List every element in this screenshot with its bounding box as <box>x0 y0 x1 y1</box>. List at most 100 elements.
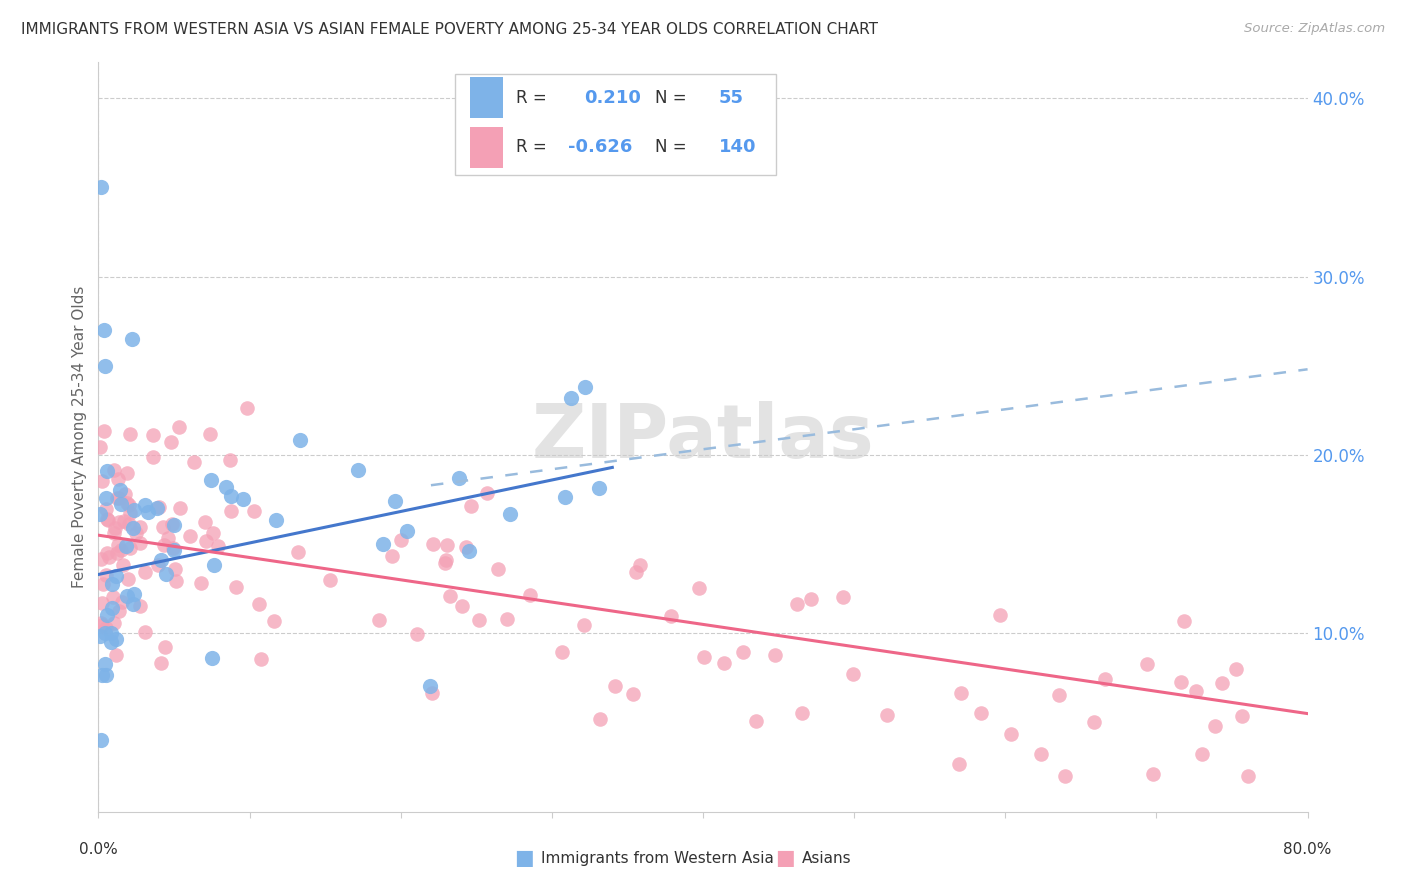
Point <box>118 516 141 531</box>
Point <box>142 450 165 465</box>
FancyBboxPatch shape <box>456 74 776 175</box>
Point <box>153 539 176 553</box>
Point <box>117 498 139 512</box>
Point <box>1230 708 1253 723</box>
Point <box>156 531 179 545</box>
Point <box>451 599 474 614</box>
Point <box>122 503 145 517</box>
Point <box>129 599 152 613</box>
Point <box>114 486 136 500</box>
Point <box>200 474 222 488</box>
Point <box>107 472 129 486</box>
Point <box>384 494 406 508</box>
Point <box>1225 662 1247 676</box>
Point <box>468 613 491 627</box>
Point <box>165 574 187 588</box>
Point <box>89 630 111 644</box>
Point <box>90 733 112 747</box>
Point <box>134 498 156 512</box>
Point <box>96 501 118 516</box>
Point <box>134 625 156 640</box>
Point <box>103 526 125 541</box>
Text: N =: N = <box>655 88 692 107</box>
Point <box>148 500 170 514</box>
Point <box>169 420 191 434</box>
Point <box>90 180 112 194</box>
Point <box>733 645 755 659</box>
Point <box>1191 747 1213 761</box>
Point <box>122 587 145 601</box>
Point <box>142 427 165 442</box>
Point <box>876 707 898 722</box>
Point <box>225 580 247 594</box>
Point <box>94 359 117 373</box>
Point <box>588 481 610 495</box>
Point <box>406 627 429 641</box>
Point <box>198 426 221 441</box>
Text: 0.210: 0.210 <box>585 88 641 107</box>
Point <box>456 540 478 554</box>
Point <box>91 577 114 591</box>
Point <box>105 491 128 505</box>
Point <box>121 332 143 346</box>
Point <box>434 556 457 570</box>
Text: N =: N = <box>655 138 692 156</box>
Point <box>149 553 172 567</box>
Point <box>554 491 576 505</box>
Point <box>90 596 112 610</box>
Text: Immigrants from Western Asia: Immigrants from Western Asia <box>541 851 775 865</box>
Point <box>122 521 145 535</box>
Point <box>155 567 177 582</box>
Point <box>499 507 522 521</box>
Point <box>122 597 145 611</box>
Point <box>1204 719 1226 733</box>
Point <box>108 491 131 506</box>
Point <box>94 621 117 635</box>
Point <box>264 513 287 527</box>
Point <box>347 463 370 477</box>
Point <box>1211 675 1233 690</box>
Point <box>688 581 710 595</box>
Point <box>94 568 117 582</box>
Point <box>395 524 418 539</box>
Text: 140: 140 <box>718 138 756 156</box>
Point <box>107 538 129 552</box>
Point <box>207 539 229 553</box>
Point <box>96 546 118 560</box>
Point <box>970 706 993 720</box>
Point <box>624 565 647 579</box>
Point <box>603 679 626 693</box>
Y-axis label: Female Poverty Among 25-34 Year Olds: Female Poverty Among 25-34 Year Olds <box>72 286 87 588</box>
Point <box>129 536 152 550</box>
Point <box>243 504 266 518</box>
Point <box>110 542 132 557</box>
Point <box>1000 727 1022 741</box>
Point <box>91 668 114 682</box>
Point <box>89 440 111 454</box>
Point <box>108 483 131 497</box>
Point <box>117 467 139 481</box>
Point <box>120 427 142 442</box>
Bar <box>470 77 503 119</box>
Point <box>693 649 716 664</box>
Point <box>115 590 138 604</box>
Point <box>458 544 481 558</box>
Point <box>128 520 150 534</box>
Point <box>202 558 225 572</box>
Point <box>1173 614 1195 628</box>
Point <box>1094 672 1116 686</box>
Point <box>948 756 970 771</box>
Point <box>1136 657 1159 671</box>
Point <box>439 589 461 603</box>
Point <box>112 515 135 529</box>
Point <box>589 712 612 726</box>
Point <box>190 575 212 590</box>
Text: R =: R = <box>516 138 551 156</box>
Point <box>96 512 118 526</box>
Text: R =: R = <box>516 88 551 107</box>
Point <box>713 656 735 670</box>
Point <box>110 497 132 511</box>
Point <box>101 600 124 615</box>
Point <box>551 645 574 659</box>
Point <box>1053 769 1076 783</box>
